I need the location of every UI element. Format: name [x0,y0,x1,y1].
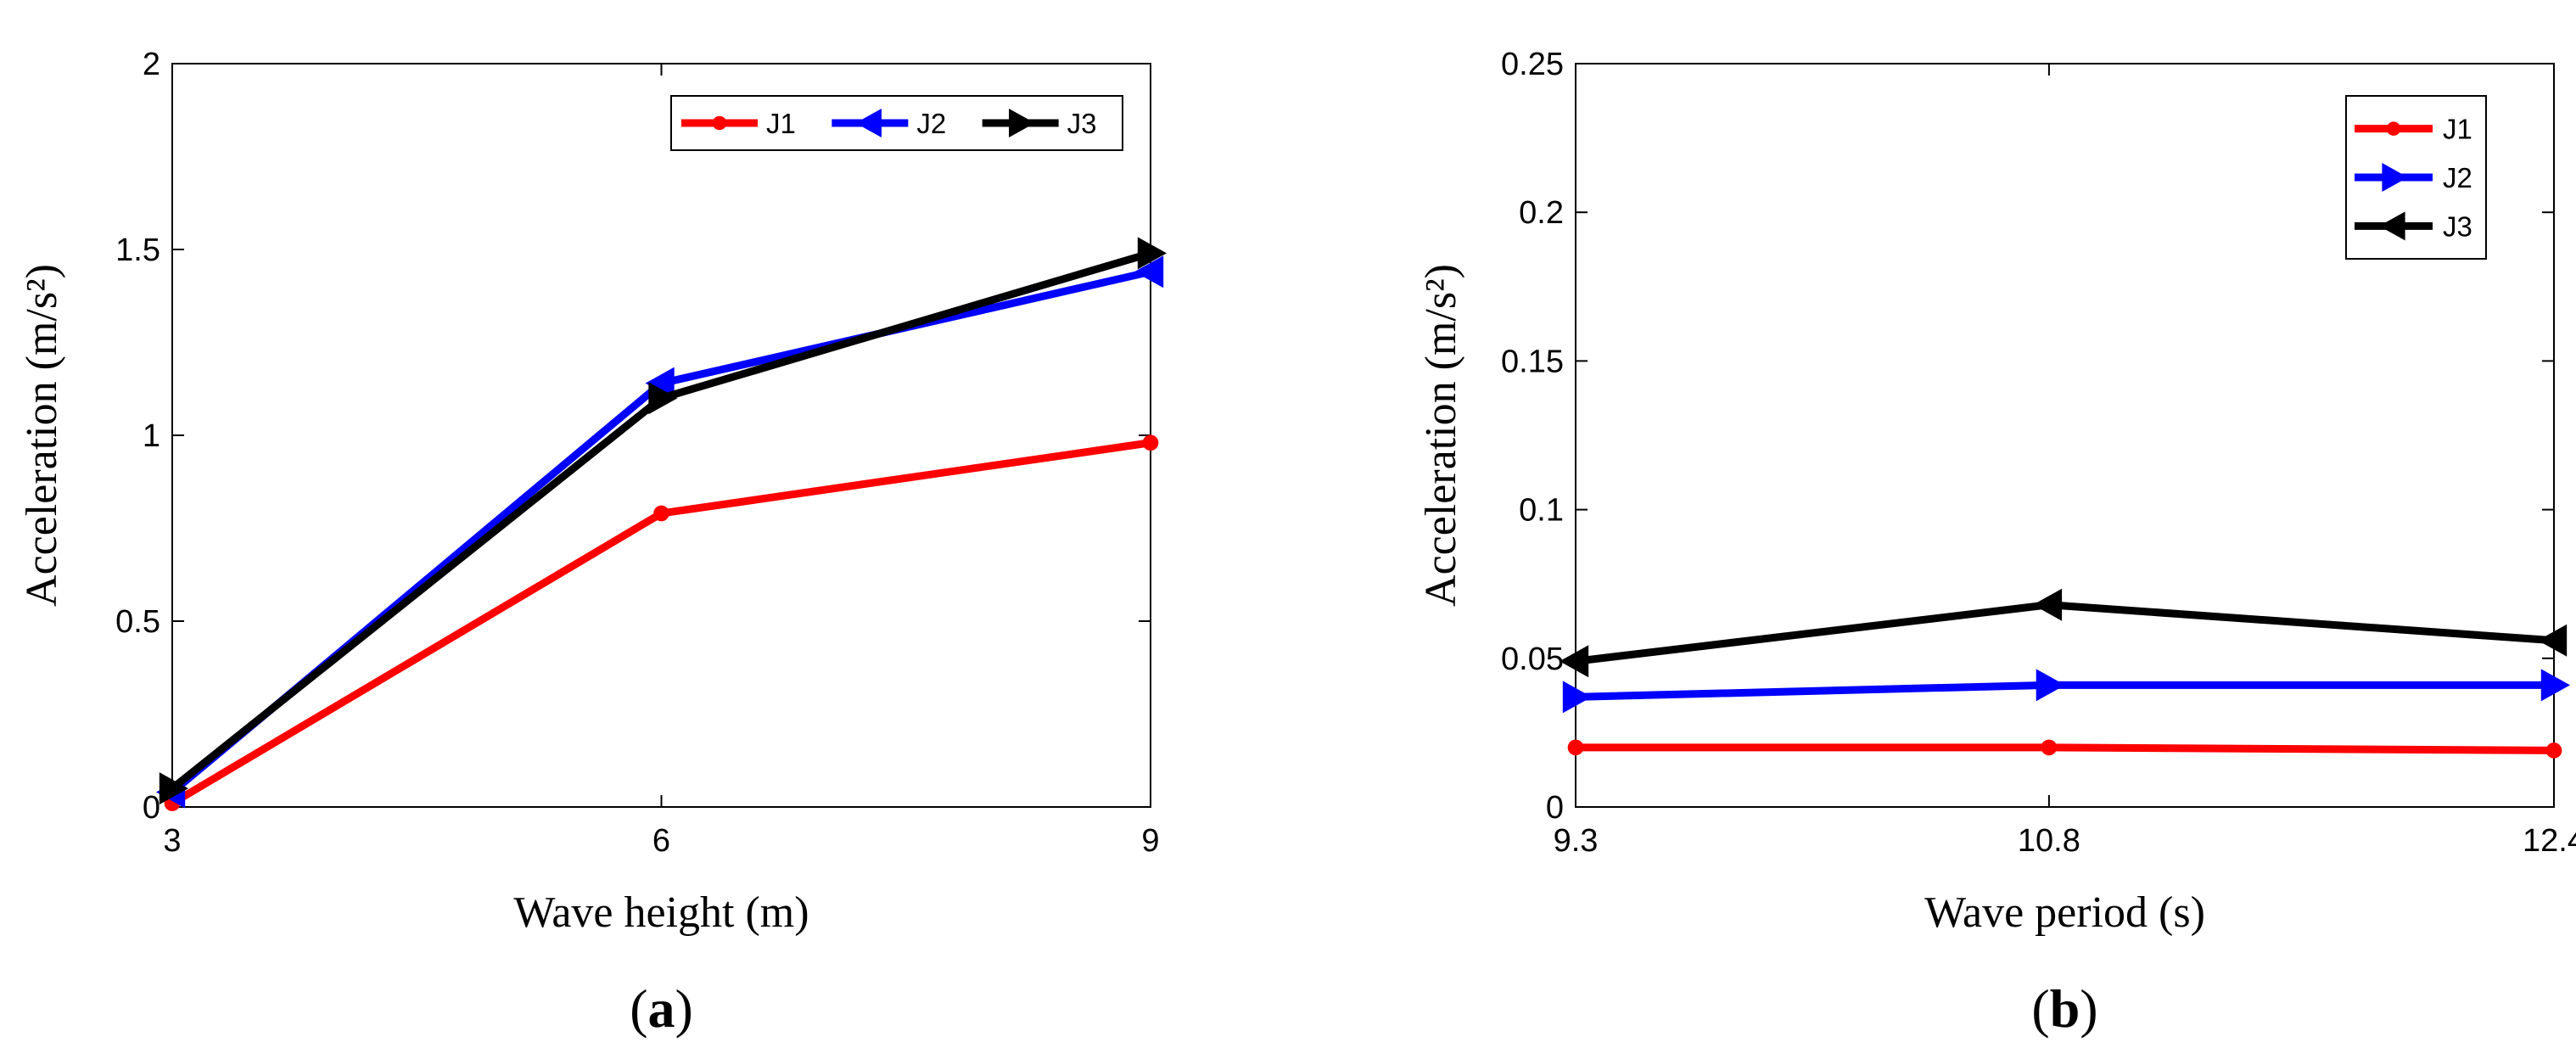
legend-label-j3: J3 [2443,210,2472,242]
y-axis-label: Acceleration (m/s²) [18,264,66,607]
y-tick-label: 0.05 [1501,642,1564,677]
panel-label: (b) [2031,978,2097,1039]
data-point-j2 [1134,255,1164,289]
legend-label-j1: J1 [2443,114,2472,145]
legend: J1 J2 J3 [2345,95,2487,260]
series-line-j1 [1576,743,2555,754]
data-point-j2 [1562,681,1592,714]
legend-marker-j2 [855,109,882,137]
data-point-j1 [2545,742,2562,759]
legend-marker-j3 [2379,211,2405,241]
data-point-j3 [1560,645,1589,678]
chart-panel-b: 0 0.05 0.1 0.15 0.2 0.25 9.3 10.8 12.4 J1 J2 J3 Wave… [1417,47,2576,1039]
y-tick-label: 0 [143,790,160,826]
legend: J1 J2 J3 [670,95,1123,151]
data-point-j2 [2036,669,2065,702]
data-point-j3 [159,772,188,805]
plot-area-frame [1575,63,2555,808]
legend-marker-j1 [2386,121,2401,136]
x-tick-label: 3 [163,823,181,859]
y-tick-label: 0.25 [1501,47,1564,82]
legend-label-j3: J3 [1067,108,1097,139]
y-tick-label: 0.15 [1501,344,1564,379]
legend-label-j1: J1 [766,108,796,139]
legend-label-j2: J2 [916,108,946,139]
data-point-j3 [648,382,678,415]
y-tick-label: 0.2 [1519,195,1564,231]
x-tick-label: 9 [1141,823,1159,859]
series-line-j2 [1575,681,2554,701]
data-point-j2 [2540,669,2570,702]
y-tick-label: 0.5 [115,604,160,640]
data-point-j1 [1567,739,1584,756]
x-tick-label: 6 [652,823,670,859]
y-tick-label: 1.5 [115,233,160,268]
legend-marker-j3 [1009,109,1035,137]
plot-area-frame [171,63,1151,808]
y-tick-label: 2 [143,47,160,82]
series-line-j3 [1575,601,2555,665]
data-point-j1 [2041,739,2058,756]
y-tick-label: 1 [143,418,160,454]
legend-marker-j2 [2382,163,2408,192]
legend-marker-j1 [712,115,727,131]
data-point-j1 [1142,434,1159,451]
data-point-j3 [2538,624,2568,657]
y-tick-label: 0.1 [1519,493,1564,529]
data-point-j3 [2032,588,2063,621]
data-point-j2 [645,367,675,400]
y-axis-label: Acceleration (m/s²) [1417,264,1465,607]
data-point-j1 [653,505,669,522]
data-point-j3 [1137,237,1167,270]
x-tick-label: 9.3 [1554,823,1599,859]
panel-label: (a) [630,978,693,1039]
x-axis-label: Wave height (m) [513,888,809,937]
legend-label-j2: J2 [2443,162,2472,193]
x-tick-label: 12.4 [2523,823,2576,859]
y-tick-label: 0 [1546,790,1564,826]
chart-panel-a: 0 0.5 1 1.5 2 3 6 9 J1 J2 J3 Wave height (m) Acceler… [18,47,1167,1039]
x-axis-label: Wave period (s) [1924,888,2205,937]
series-line-j1 [170,439,1151,807]
x-tick-label: 10.8 [2018,823,2080,859]
